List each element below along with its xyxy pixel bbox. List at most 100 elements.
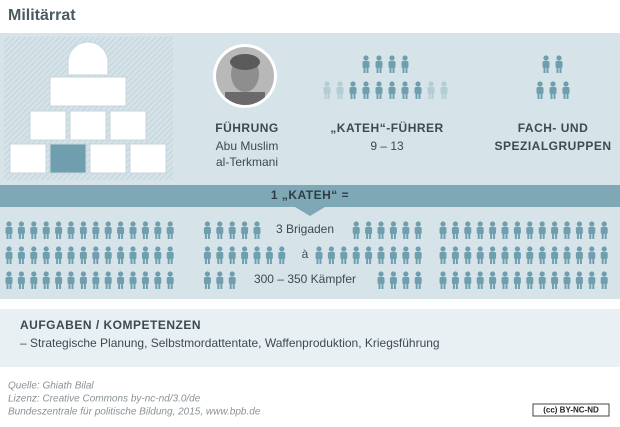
person-icon xyxy=(67,221,75,239)
person-icon xyxy=(402,271,410,289)
license: Lizenz: Creative Commons by-nc-nd/3.0/de xyxy=(8,394,201,405)
person-icon xyxy=(388,81,396,99)
brigades: 3 Brigaden xyxy=(276,222,334,236)
person-icon xyxy=(117,246,125,264)
person-icon xyxy=(30,221,38,239)
tasks-heading: AUFGABEN / KOMPETENZEN xyxy=(20,318,201,332)
person-icon xyxy=(401,81,409,99)
person-icon xyxy=(551,246,559,264)
person-icon xyxy=(427,81,435,99)
person-icon xyxy=(451,246,459,264)
person-icon xyxy=(549,81,557,99)
person-icon xyxy=(389,271,397,289)
person-icon xyxy=(588,246,596,264)
person-icon xyxy=(377,271,385,289)
leadership-heading: FÜHRUNG xyxy=(215,120,279,135)
person-icon xyxy=(563,221,571,239)
person-icon xyxy=(451,221,459,239)
person-icon xyxy=(327,246,335,264)
person-icon xyxy=(117,221,125,239)
person-icon xyxy=(203,246,211,264)
person-icon xyxy=(166,221,174,239)
person-icon xyxy=(542,55,550,73)
person-icon xyxy=(563,246,571,264)
leader-name: Abu Muslim xyxy=(216,139,279,153)
person-icon xyxy=(104,246,112,264)
person-icon xyxy=(166,271,174,289)
person-icon xyxy=(377,221,385,239)
person-icon xyxy=(563,271,571,289)
person-icon xyxy=(377,246,385,264)
person-icon xyxy=(388,55,396,73)
person-icon xyxy=(154,246,162,264)
person-icon xyxy=(228,246,236,264)
person-icon xyxy=(42,271,50,289)
person-icon xyxy=(513,221,521,239)
person-icon xyxy=(17,221,25,239)
person-icon xyxy=(104,221,112,239)
tasks-text: – Strategische Planung, Selbstmordattent… xyxy=(20,336,440,350)
person-icon xyxy=(588,271,596,289)
person-icon xyxy=(414,221,422,239)
person-icon xyxy=(575,271,583,289)
person-icon xyxy=(476,271,484,289)
person-icon xyxy=(402,221,410,239)
person-icon xyxy=(600,246,608,264)
person-icon xyxy=(352,246,360,264)
person-icon xyxy=(336,81,344,99)
person-icon xyxy=(362,81,370,99)
person-icon xyxy=(538,246,546,264)
person-icon xyxy=(389,221,397,239)
person-icon xyxy=(203,271,211,289)
person-icon xyxy=(92,271,100,289)
tasks-panel xyxy=(0,309,620,367)
person-icon xyxy=(414,81,422,99)
person-icon xyxy=(166,246,174,264)
person-icon xyxy=(141,246,149,264)
person-icon xyxy=(67,271,75,289)
person-icon xyxy=(17,271,25,289)
person-icon xyxy=(278,246,286,264)
person-icon xyxy=(402,246,410,264)
kateh-band xyxy=(0,185,620,216)
person-icon xyxy=(265,246,273,264)
person-icon xyxy=(375,81,383,99)
person-icon xyxy=(365,221,373,239)
person-icon xyxy=(30,246,38,264)
kateh-def-heading: 1 „KATEH“ = xyxy=(271,188,349,202)
person-icon xyxy=(464,271,472,289)
person-icon xyxy=(575,221,583,239)
person-icon xyxy=(464,246,472,264)
person-icon xyxy=(526,221,534,239)
pyramid xyxy=(9,41,167,174)
person-icon xyxy=(439,246,447,264)
person-icon xyxy=(42,246,50,264)
person-icon xyxy=(551,221,559,239)
person-icon xyxy=(141,271,149,289)
person-icon xyxy=(414,246,422,264)
fighters: 300 – 350 Kämpfer xyxy=(254,272,356,286)
person-icon xyxy=(104,271,112,289)
person-icon xyxy=(538,271,546,289)
groups-heading: SPEZIALGRUPPEN xyxy=(494,139,611,153)
person-icon xyxy=(216,271,224,289)
person-icon xyxy=(501,271,509,289)
publisher: Bundeszentrale für politische Bildung, 2… xyxy=(8,407,261,418)
person-icon xyxy=(241,221,249,239)
person-icon xyxy=(575,246,583,264)
person-icon xyxy=(588,221,596,239)
person-icon xyxy=(501,221,509,239)
person-icon xyxy=(5,271,13,289)
person-icon xyxy=(476,221,484,239)
kateh-heading: „KATEH“-FÜHRER xyxy=(330,120,443,135)
person-icon xyxy=(352,221,360,239)
portrait xyxy=(216,47,274,105)
kateh-count: 9 – 13 xyxy=(370,139,404,153)
person-icon xyxy=(536,81,544,99)
person-icon xyxy=(362,55,370,73)
person-icon xyxy=(600,271,608,289)
person-icon xyxy=(5,221,13,239)
person-icon xyxy=(17,246,25,264)
cc-badge xyxy=(532,403,610,417)
person-icon xyxy=(389,246,397,264)
